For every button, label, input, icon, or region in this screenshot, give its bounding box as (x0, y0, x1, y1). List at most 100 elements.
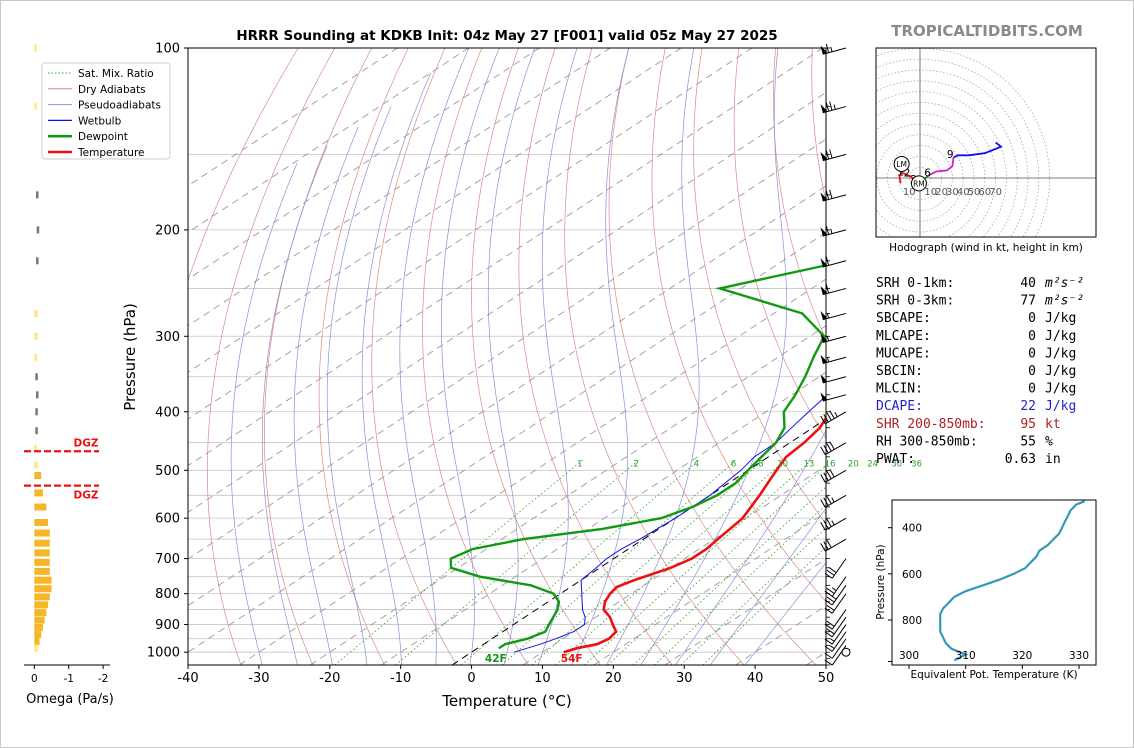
chart-title: HRRR Sounding at KDKB Init: 04z May 27 [… (236, 28, 777, 44)
omega-bar (36, 391, 39, 399)
theta-x-tick-label: 310 (956, 650, 976, 662)
barb-pennant (820, 192, 828, 202)
barb-flag (823, 541, 829, 550)
index-unit: J/kg (1045, 399, 1076, 414)
theta-x-tick-label: 330 (1069, 650, 1089, 662)
index-label: SHR 200-850mb: (876, 417, 986, 432)
pseudoadiabat (675, 429, 826, 665)
barb-pennant (820, 104, 828, 113)
barb-flag (829, 441, 835, 450)
dgz-label: DGZ (74, 490, 99, 502)
omega-tick-label: 0 (31, 673, 38, 685)
barb-flag (825, 225, 830, 235)
barb-flag (829, 469, 835, 478)
pseudoadiabat (441, 48, 500, 665)
dgz-markers: DGZ DGZ (24, 437, 99, 502)
index-value: 0 (1028, 346, 1036, 361)
barb-flag (829, 410, 835, 419)
index-value: 0.63 (1005, 452, 1036, 467)
wind-barb (820, 284, 847, 296)
omega-bar (35, 427, 38, 435)
barb-shaft (831, 593, 847, 614)
legend-entry: Pseudoadiabats (78, 100, 161, 112)
pseudoadiabat (293, 126, 359, 665)
barb-shaft (824, 442, 847, 456)
x-tick-label: 0 (467, 671, 475, 686)
mixing-ratio-label: 13 (803, 459, 814, 469)
dry-adiabat (693, 48, 826, 525)
wetbulb-line (513, 395, 826, 653)
barb-half-flag (826, 335, 830, 342)
wind-barb (820, 43, 847, 55)
wind-barb (820, 469, 847, 483)
barb-shaft (824, 469, 847, 483)
hodograph-segment (929, 157, 955, 176)
index-row: MUCAPE: 0 J/kg (876, 346, 1076, 361)
theta-y-tick-label: 600 (902, 569, 922, 581)
index-value: 55 (1020, 434, 1036, 449)
isotherm-line (188, 231, 826, 653)
hodograph-ring-label: 60 (978, 187, 991, 198)
index-label: RH 300-850mb: (876, 434, 978, 449)
x-tick-label: 20 (605, 671, 622, 686)
barb-flag (828, 566, 837, 573)
dry-adiabat (1069, 48, 1134, 665)
omega-bar (34, 539, 50, 547)
theta-y-tick-label: 800 (902, 615, 922, 627)
index-unit: J/kg (1045, 364, 1076, 379)
mixing-ratio-label: 6 (731, 459, 736, 469)
omega-bar (34, 585, 52, 593)
index-value: 0 (1028, 364, 1036, 379)
mixing-ratio-label: 24 (867, 459, 878, 469)
omega-bar (35, 408, 38, 416)
y-tick-label: 400 (155, 405, 180, 420)
isotherm-line (806, 651, 826, 665)
index-unit: J/kg (1045, 346, 1076, 361)
pseudoadiabat (399, 48, 470, 665)
theta-e-profile (939, 500, 1086, 662)
y-tick-label: 200 (155, 223, 180, 238)
dry-adiabat (264, 48, 372, 665)
index-row: MLCIN: 0 J/kg (876, 382, 1076, 397)
barb-shaft (831, 576, 847, 597)
barb-flag (826, 539, 832, 548)
barb-flag (824, 623, 833, 630)
theta-e-pressure-label: Pressure (hPa) (875, 544, 887, 619)
mixing-ratio-label: 4 (694, 459, 699, 469)
index-value: 77 (1020, 294, 1036, 309)
hodograph-height-label: 9 (947, 149, 954, 161)
hodograph-labels: 101020304050607012369LMRM (893, 149, 1002, 198)
omega-axis: 0 -1 -2 (24, 664, 110, 685)
legend-entry: Temperature (77, 147, 145, 159)
index-label: MUCAPE: (876, 346, 931, 361)
wind-barb (841, 647, 851, 657)
mixing-ratio-line (680, 527, 826, 665)
index-label: PWAT: (876, 452, 915, 467)
pseudoadiabat (361, 72, 432, 665)
omega-bars (34, 44, 52, 652)
index-unit: % (1045, 434, 1053, 449)
wind-barb (824, 593, 847, 614)
barb-flag (825, 256, 830, 266)
skewt-axes: -40 -30 -20 -10 0 10 20 30 40 50 100 200 300 400 500 60… (147, 42, 834, 687)
mixing-ratio-line (555, 459, 787, 665)
profiles (449, 264, 826, 654)
hodograph-frame (875, 47, 1097, 238)
watermark: TROPICALTIDBITS.COM (891, 22, 1083, 40)
barb-shaft (824, 494, 847, 508)
dry-adiabat (811, 48, 826, 203)
barb-flag (829, 149, 833, 159)
barb-shaft (822, 287, 847, 296)
index-unit: m²s⁻² (1044, 276, 1084, 291)
y-tick-label: 300 (155, 330, 180, 345)
mixing-ratio-line (632, 486, 826, 665)
omega-bar (34, 309, 38, 317)
wind-barb (824, 624, 847, 645)
barb-flag (823, 472, 829, 481)
barb-flag (824, 645, 833, 652)
omega-bar (34, 472, 42, 480)
theta-e-frame (891, 499, 1097, 666)
index-value: 95 (1020, 417, 1036, 432)
pseudoadiabat (261, 145, 328, 665)
barb-pennant (820, 227, 828, 237)
